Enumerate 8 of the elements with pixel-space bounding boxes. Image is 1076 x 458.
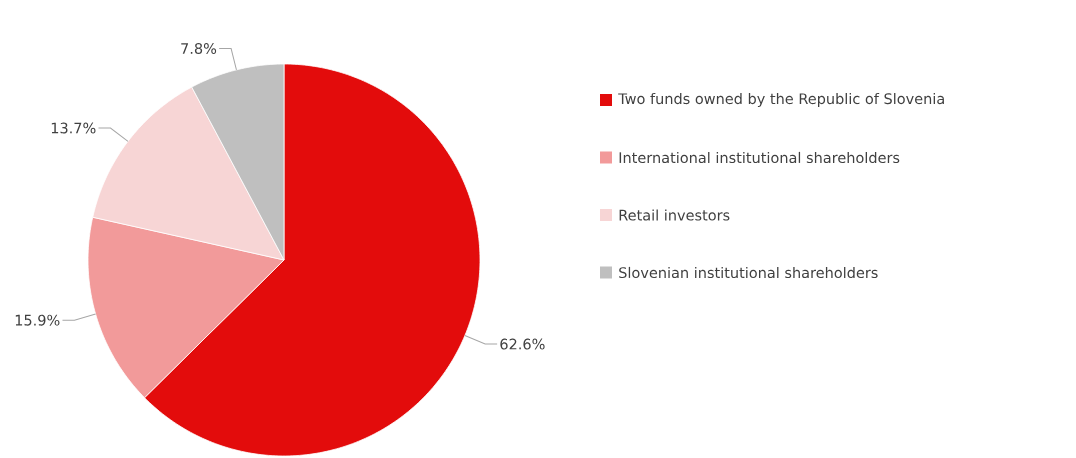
data-label: 15.9% — [15, 314, 60, 326]
legend-label: Two funds owned by the Republic of Slovenia — [618, 92, 944, 108]
legend-label: Retail investors — [619, 209, 730, 221]
legend-label: Slovenian institutional shareholders — [619, 266, 878, 279]
data-label: 7.8% — [181, 43, 217, 54]
data-label: 13.7% — [51, 122, 96, 134]
data-label: 62.6% — [500, 338, 545, 350]
legend-label: International institutional shareholders — [619, 151, 900, 164]
